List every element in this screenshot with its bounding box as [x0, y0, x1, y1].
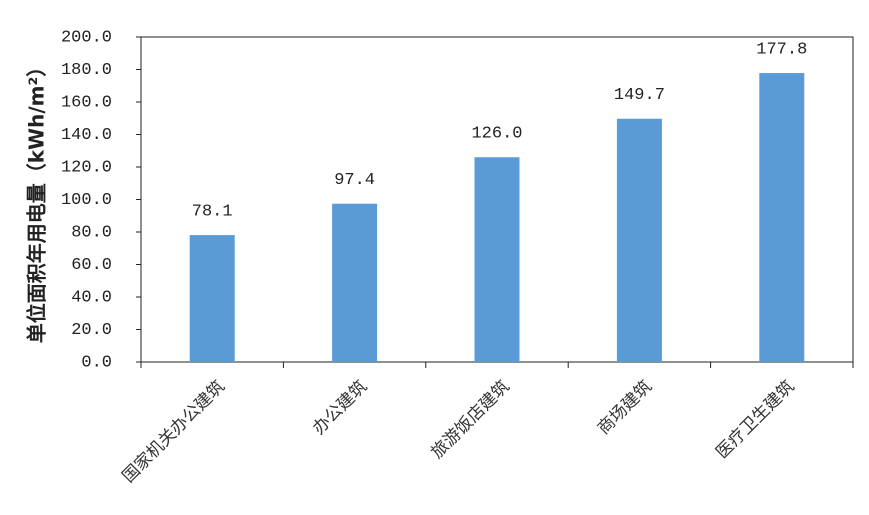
- x-tick-label: 医疗卫生建筑: [712, 377, 798, 463]
- y-tick-label: 140.0: [61, 126, 112, 145]
- y-tick-label: 120.0: [61, 158, 112, 177]
- y-tick-label: 0.0: [81, 353, 112, 372]
- value-label: 177.8: [756, 41, 807, 60]
- y-tick-label: 20.0: [71, 321, 112, 340]
- y-tick-label: 60.0: [71, 256, 112, 275]
- y-tick-label: 200.0: [61, 28, 112, 47]
- bar: [616, 118, 662, 362]
- bar: [474, 157, 520, 362]
- x-tick-label: 旅游饭店建筑: [427, 377, 513, 463]
- y-tick-label: 180.0: [61, 61, 112, 80]
- value-label: 126.0: [471, 125, 522, 144]
- y-tick-label: 80.0: [71, 223, 112, 242]
- bar: [332, 203, 378, 362]
- y-tick-label: 40.0: [71, 288, 112, 307]
- x-tick-label: 商场建筑: [594, 377, 656, 439]
- value-label: 149.7: [614, 86, 665, 105]
- value-label: 78.1: [192, 203, 233, 222]
- value-label: 97.4: [334, 171, 375, 190]
- x-tick-label: 办公建筑: [309, 377, 371, 439]
- y-axis-label: 单位面积年用电量（kWh/m²）: [25, 57, 49, 344]
- x-tick-label: 国家机关办公建筑: [119, 377, 229, 487]
- bar: [759, 73, 805, 362]
- y-tick-label: 160.0: [61, 93, 112, 112]
- bar: [189, 235, 235, 362]
- y-tick-label: 100.0: [61, 191, 112, 210]
